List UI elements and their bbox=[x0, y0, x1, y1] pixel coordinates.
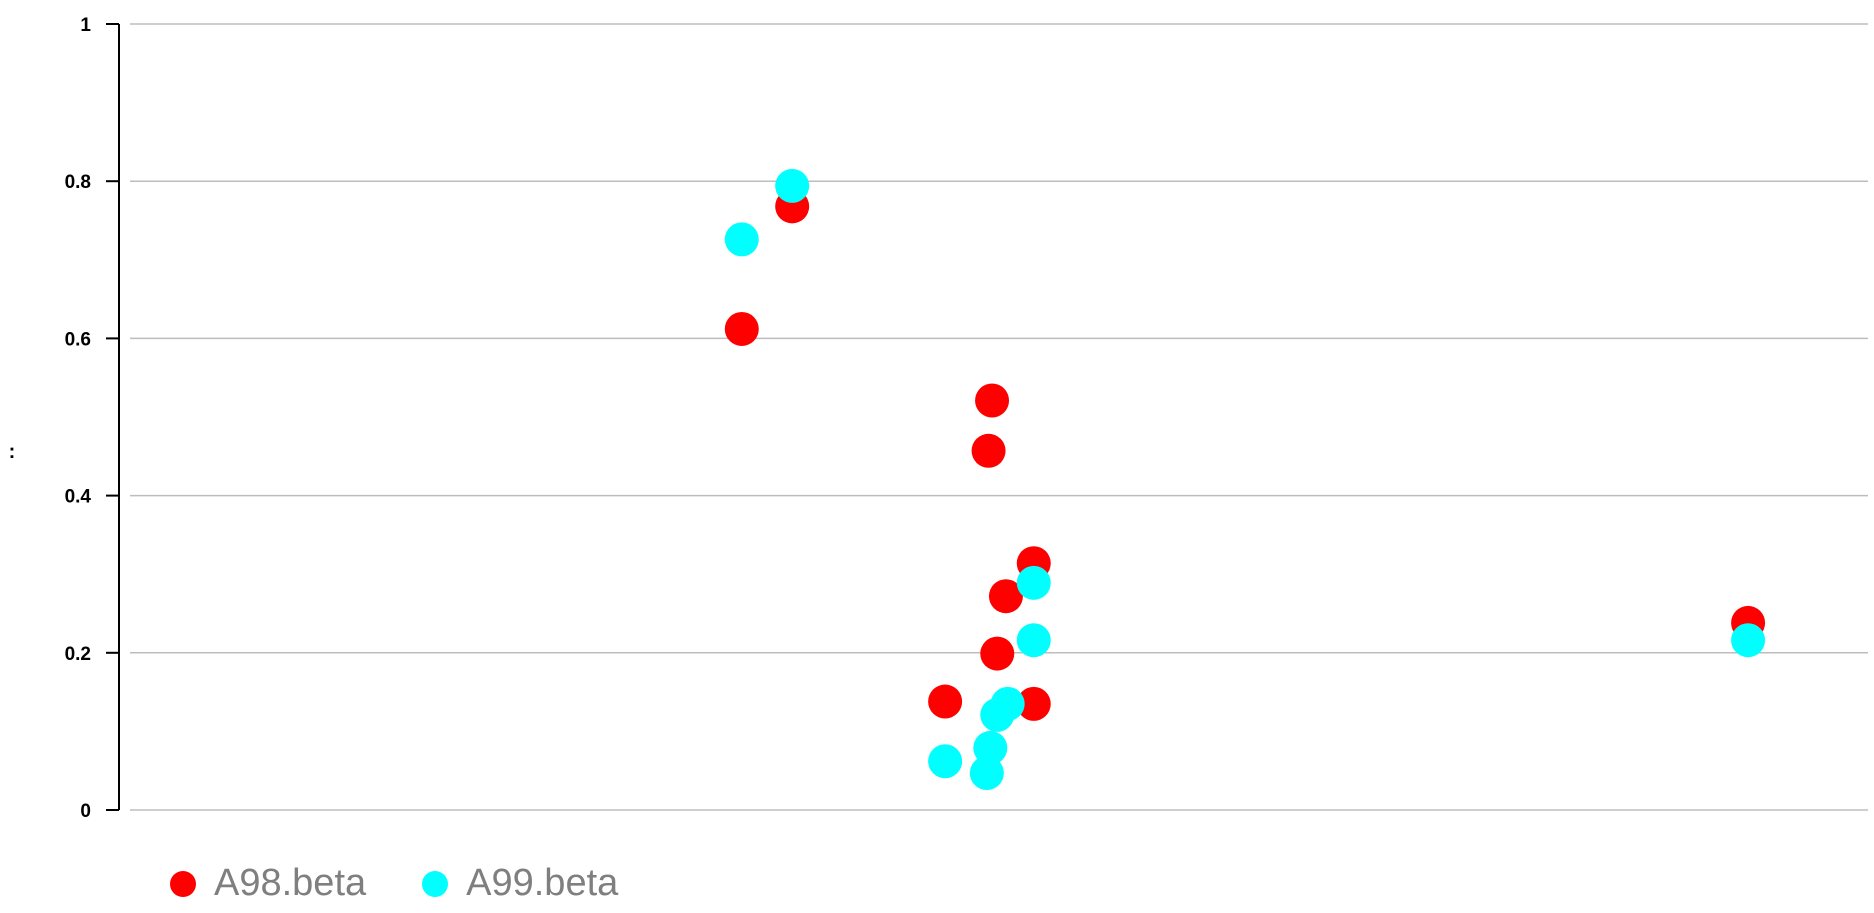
data-point-a98 bbox=[980, 636, 1015, 671]
y-tick-label: 0.6 bbox=[65, 329, 91, 350]
y-axis-label: : bbox=[9, 441, 16, 463]
y-tick-label: 0.8 bbox=[65, 172, 91, 193]
data-point-a99 bbox=[775, 168, 810, 203]
y-tick-label: 1 bbox=[80, 15, 91, 36]
legend-marker-a99 bbox=[422, 870, 449, 897]
data-point-a99 bbox=[969, 756, 1004, 791]
legend-label-a99: A99.beta bbox=[466, 862, 619, 904]
data-point-a99 bbox=[973, 730, 1008, 765]
data-point-a98 bbox=[988, 579, 1023, 614]
data-point-a98 bbox=[971, 433, 1006, 468]
y-tick-label: 0.4 bbox=[65, 487, 92, 508]
y-tick-label: 0 bbox=[80, 801, 91, 822]
legend-label-a98: A98.beta bbox=[214, 862, 367, 904]
legend-item-a99: A99.beta bbox=[422, 862, 618, 905]
legend-marker-a98 bbox=[170, 870, 196, 897]
y-tick-label: 0.2 bbox=[65, 644, 91, 665]
gridlines bbox=[130, 23, 1868, 811]
legend: A98.beta A99.beta bbox=[170, 862, 674, 905]
legend-item-a98: A98.beta bbox=[170, 862, 366, 905]
data-point-a99 bbox=[724, 222, 759, 257]
data-point-a99 bbox=[990, 686, 1025, 721]
data-point-a99 bbox=[928, 744, 963, 779]
data-point-a99 bbox=[1016, 623, 1051, 658]
data-point-a98 bbox=[975, 383, 1010, 418]
data-points bbox=[724, 168, 1766, 791]
data-point-a98 bbox=[1016, 686, 1051, 721]
data-point-a98 bbox=[928, 684, 963, 719]
data-point-a99 bbox=[1016, 565, 1051, 600]
y-axis-ticks: 0 0.2 0.4 0.6 0.8 1 bbox=[65, 15, 119, 822]
data-point-a99 bbox=[1731, 623, 1766, 658]
data-point-a98 bbox=[724, 311, 759, 346]
